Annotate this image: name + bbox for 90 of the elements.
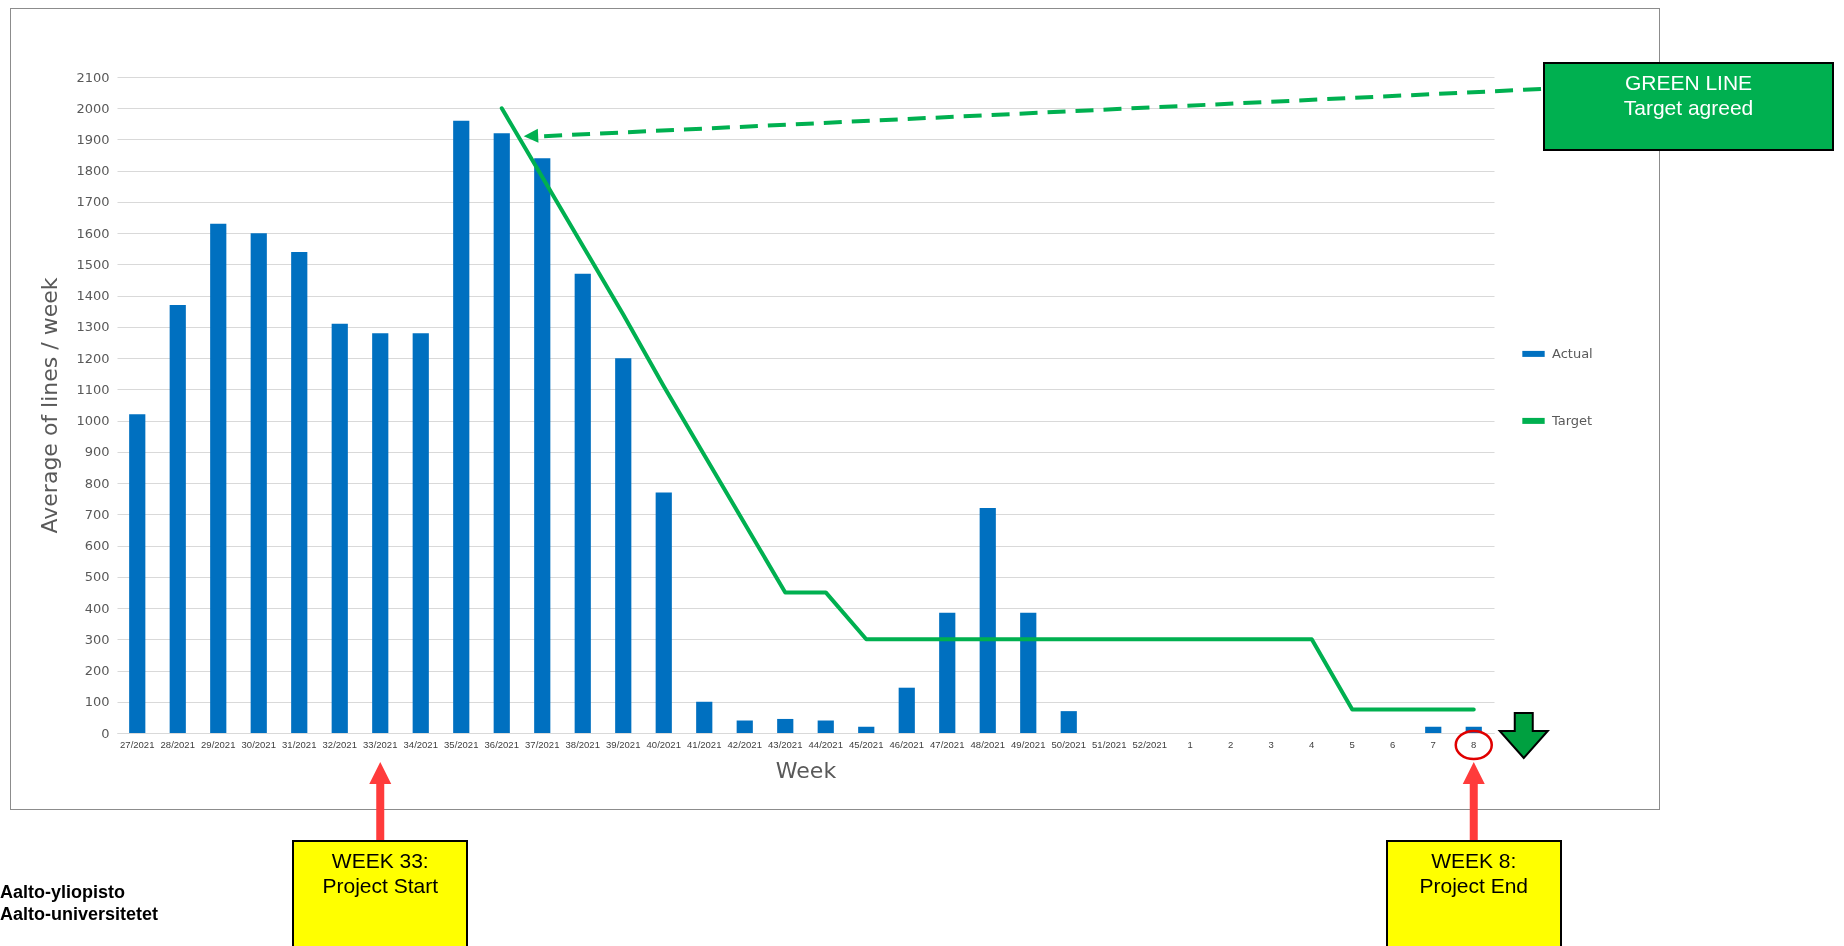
y-tick-label: 700 [84, 506, 110, 522]
y-tick-label: 100 [84, 694, 110, 710]
y-tick-label: 600 [84, 538, 110, 554]
bar [898, 687, 915, 733]
bar [250, 233, 267, 733]
y-tick-label: 400 [84, 600, 110, 616]
x-tick-label: 44/2021 [808, 738, 843, 750]
bar [574, 273, 591, 733]
y-tick-label: 1000 [76, 413, 110, 429]
x-tick-label: 31/2021 [282, 738, 317, 750]
y-tick-label: 2000 [76, 100, 110, 116]
text: Aalto-yliopisto Aalto-universitetet [0, 882, 159, 926]
legend-label: Target [1551, 412, 1593, 428]
x-tick-label: 33/2021 [363, 738, 398, 750]
y-tick-label: 1300 [76, 319, 110, 335]
legend-label: Actual [1552, 345, 1593, 361]
y-tick-label: 1400 [76, 288, 110, 304]
x-tick-label: 32/2021 [322, 738, 357, 750]
bar [655, 492, 672, 733]
x-tick-label: 37/2021 [525, 738, 560, 750]
bar [412, 333, 429, 733]
x-tick-label: 3 [1268, 738, 1274, 750]
bar [372, 333, 389, 733]
x-tick-label: 42/2021 [727, 738, 762, 750]
x-tick-label: 8 [1471, 738, 1477, 750]
x-tick-label: 6 [1390, 738, 1396, 750]
x-tick-label: 2 [1228, 738, 1234, 750]
bar [453, 120, 470, 733]
bar [1425, 726, 1442, 733]
x-tick-label: 47/2021 [930, 738, 965, 750]
bar [939, 612, 956, 733]
x-tick-label: 38/2021 [565, 738, 600, 750]
y-tick-label: 200 [84, 663, 110, 679]
y-tick-label: 0 [101, 725, 110, 741]
x-tick-label: 29/2021 [201, 738, 236, 750]
x-tick-label: 49/2021 [1011, 738, 1046, 750]
x-tick-label: 50/2021 [1051, 738, 1086, 750]
y-tick-label: 1500 [76, 256, 110, 272]
x-tick-label: 40/2021 [646, 738, 681, 750]
x-tick-label: 35/2021 [444, 738, 479, 750]
x-tick-label: 28/2021 [160, 738, 195, 750]
text: GREEN LINE Target agreed [1543, 62, 1834, 151]
x-tick-label: 41/2021 [687, 738, 722, 750]
x-tick-label: 46/2021 [889, 738, 924, 750]
x-tick-label: 4 [1309, 738, 1315, 750]
y-axis-title: Average of lines / week [37, 277, 63, 534]
bar [777, 718, 794, 733]
bar [331, 323, 348, 733]
y-tick-label: 900 [84, 444, 110, 460]
x-tick-label: 7 [1430, 738, 1436, 750]
y-tick-label: 1700 [76, 194, 110, 210]
bar [210, 223, 227, 733]
bar [1020, 612, 1037, 733]
x-tick-label: 39/2021 [606, 738, 641, 750]
x-tick-label: 43/2021 [768, 738, 803, 750]
x-tick-label: 1 [1187, 738, 1193, 750]
bar [1060, 711, 1077, 733]
x-tick-label: 51/2021 [1092, 738, 1127, 750]
text: WEEK 8: Project End [1385, 840, 1562, 946]
bar [615, 358, 632, 733]
bar [534, 158, 551, 733]
bar [979, 508, 996, 733]
x-tick-label: 34/2021 [403, 738, 438, 750]
bar [858, 726, 875, 733]
text: WEEK 33: Project Start [292, 840, 469, 946]
y-tick-label: 1900 [76, 131, 110, 147]
y-tick-label: 500 [84, 569, 110, 585]
x-tick-label: 52/2021 [1132, 738, 1167, 750]
bar [817, 720, 834, 733]
x-tick-label: 30/2021 [241, 738, 276, 750]
y-tick-label: 1200 [76, 350, 110, 366]
bar [129, 414, 146, 733]
y-tick-label: 1800 [76, 163, 110, 179]
bar [736, 720, 753, 733]
line-series [499, 106, 1476, 712]
x-tick-label: 27/2021 [120, 738, 155, 750]
x-tick-label: 36/2021 [484, 738, 519, 750]
y-tick-label: 300 [84, 631, 110, 647]
bar [291, 251, 308, 733]
bar [696, 701, 713, 733]
y-tick-label: 1600 [76, 225, 110, 241]
y-tick-label: 1100 [76, 381, 110, 397]
bar [169, 305, 186, 733]
y-tick-label: 2100 [76, 69, 110, 85]
x-tick-label: 48/2021 [970, 738, 1005, 750]
bar [493, 133, 510, 733]
x-tick-label: 5 [1349, 738, 1355, 750]
y-tick-label: 800 [84, 475, 110, 491]
x-tick-label: 45/2021 [849, 738, 884, 750]
x-axis-title: Week [775, 758, 837, 783]
